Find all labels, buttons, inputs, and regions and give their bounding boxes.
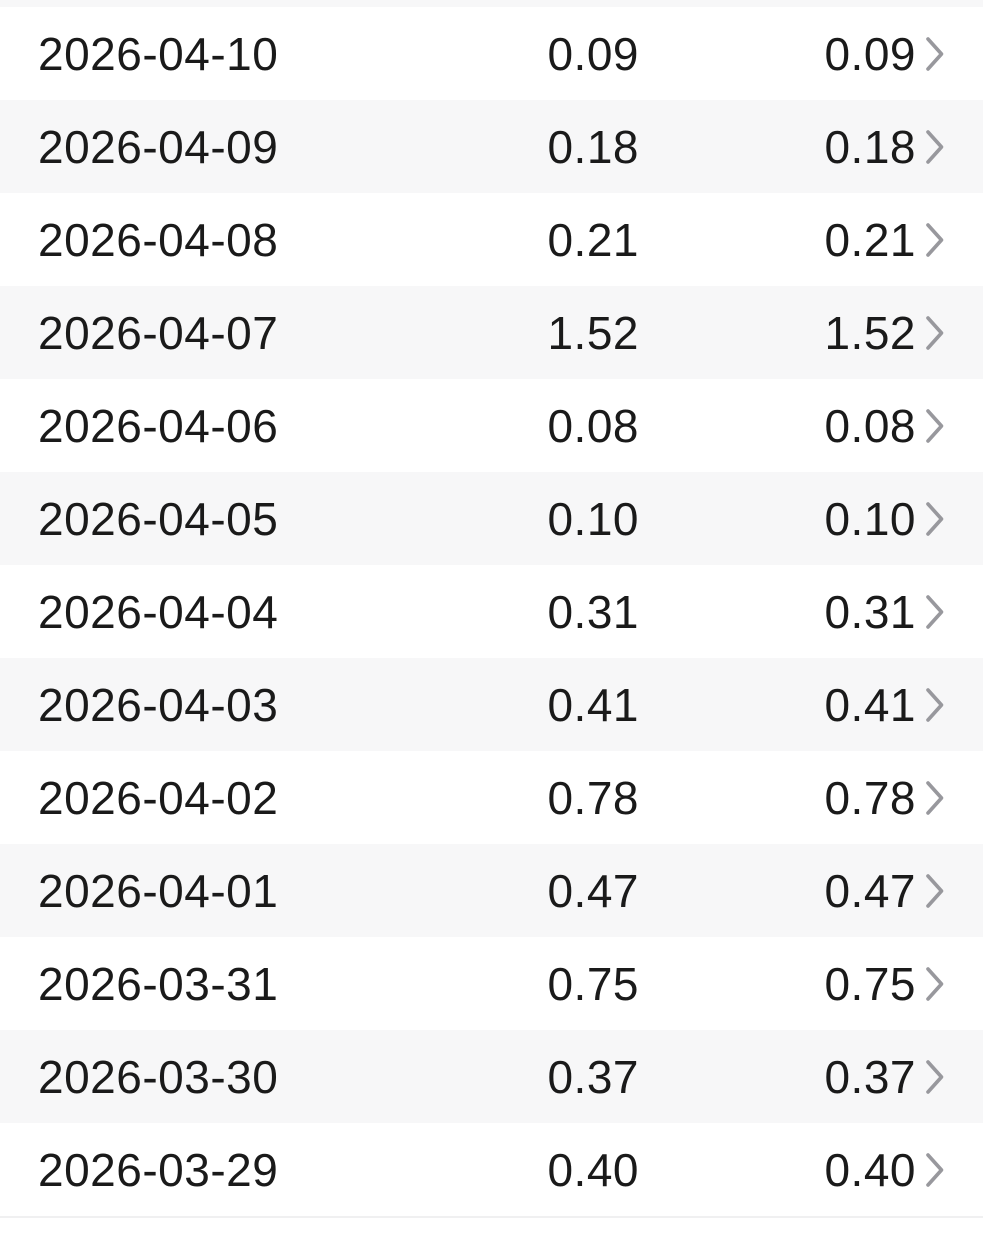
date-label: 2026-04-02: [38, 771, 279, 824]
date-label: 2026-04-06: [38, 399, 279, 452]
list-item[interactable]: 2026-04-10 0.09 0.09: [0, 7, 983, 100]
value-primary: 0.37: [547, 1050, 639, 1103]
value-primary: 0.18: [547, 120, 639, 173]
value-secondary: 0.75: [824, 957, 916, 1010]
value-primary: 0.21: [547, 213, 639, 266]
date-label: 2026-04-08: [38, 213, 279, 266]
date-label: 2026-04-07: [38, 306, 279, 359]
list-item[interactable]: 2026-04-07 1.52 1.52: [0, 286, 983, 379]
chevron-right-icon: [925, 129, 945, 165]
value-primary: 0.78: [547, 771, 639, 824]
value-secondary: 0.37: [824, 1050, 916, 1103]
value-history-list: 2026-04-10 0.09 0.09 2026-04-09 0.18 0.1…: [0, 7, 983, 1216]
list-item[interactable]: 2026-03-30 0.37 0.37: [0, 1030, 983, 1123]
list-item[interactable]: 2026-04-05 0.10 0.10: [0, 472, 983, 565]
list-item[interactable]: 2026-04-06 0.08 0.08: [0, 379, 983, 472]
chevron-right-icon: [925, 873, 945, 909]
partial-row-top: [0, 0, 983, 7]
value-primary: 0.41: [547, 678, 639, 731]
chevron-right-icon: [925, 36, 945, 72]
value-primary: 0.10: [547, 492, 639, 545]
list-item[interactable]: 2026-04-02 0.78 0.78: [0, 751, 983, 844]
chevron-right-icon: [925, 780, 945, 816]
value-primary: 0.08: [547, 399, 639, 452]
chevron-right-icon: [925, 222, 945, 258]
date-label: 2026-04-03: [38, 678, 279, 731]
value-secondary: 0.10: [824, 492, 916, 545]
value-primary: 0.75: [547, 957, 639, 1010]
list-item[interactable]: 2026-04-01 0.47 0.47: [0, 844, 983, 937]
value-secondary: 1.52: [824, 306, 916, 359]
date-label: 2026-04-10: [38, 27, 279, 80]
date-label: 2026-03-30: [38, 1050, 279, 1103]
date-label: 2026-04-04: [38, 585, 279, 638]
chevron-right-icon: [925, 966, 945, 1002]
date-label: 2026-03-31: [38, 957, 279, 1010]
chevron-right-icon: [925, 687, 945, 723]
value-secondary: 0.18: [824, 120, 916, 173]
value-primary: 0.47: [547, 864, 639, 917]
date-label: 2026-03-29: [38, 1143, 279, 1196]
value-secondary: 0.31: [824, 585, 916, 638]
list-item[interactable]: 2026-04-04 0.31 0.31: [0, 565, 983, 658]
list-end-spacer: [0, 1216, 983, 1255]
chevron-right-icon: [925, 594, 945, 630]
value-secondary: 0.21: [824, 213, 916, 266]
chevron-right-icon: [925, 1152, 945, 1188]
value-secondary: 0.09: [824, 27, 916, 80]
chevron-right-icon: [925, 1059, 945, 1095]
list-item[interactable]: 2026-03-31 0.75 0.75: [0, 937, 983, 1030]
date-label: 2026-04-05: [38, 492, 279, 545]
value-primary: 0.31: [547, 585, 639, 638]
date-label: 2026-04-09: [38, 120, 279, 173]
list-item[interactable]: 2026-03-29 0.40 0.40: [0, 1123, 983, 1216]
value-secondary: 0.08: [824, 399, 916, 452]
chevron-right-icon: [925, 315, 945, 351]
list-item[interactable]: 2026-04-09 0.18 0.18: [0, 100, 983, 193]
value-primary: 1.52: [547, 306, 639, 359]
chevron-right-icon: [925, 408, 945, 444]
value-primary: 0.40: [547, 1143, 639, 1196]
value-secondary: 0.40: [824, 1143, 916, 1196]
value-secondary: 0.41: [824, 678, 916, 731]
list-item[interactable]: 2026-04-03 0.41 0.41: [0, 658, 983, 751]
list-item[interactable]: 2026-04-08 0.21 0.21: [0, 193, 983, 286]
value-secondary: 0.47: [824, 864, 916, 917]
date-label: 2026-04-01: [38, 864, 279, 917]
chevron-right-icon: [925, 501, 945, 537]
value-primary: 0.09: [547, 27, 639, 80]
value-secondary: 0.78: [824, 771, 916, 824]
